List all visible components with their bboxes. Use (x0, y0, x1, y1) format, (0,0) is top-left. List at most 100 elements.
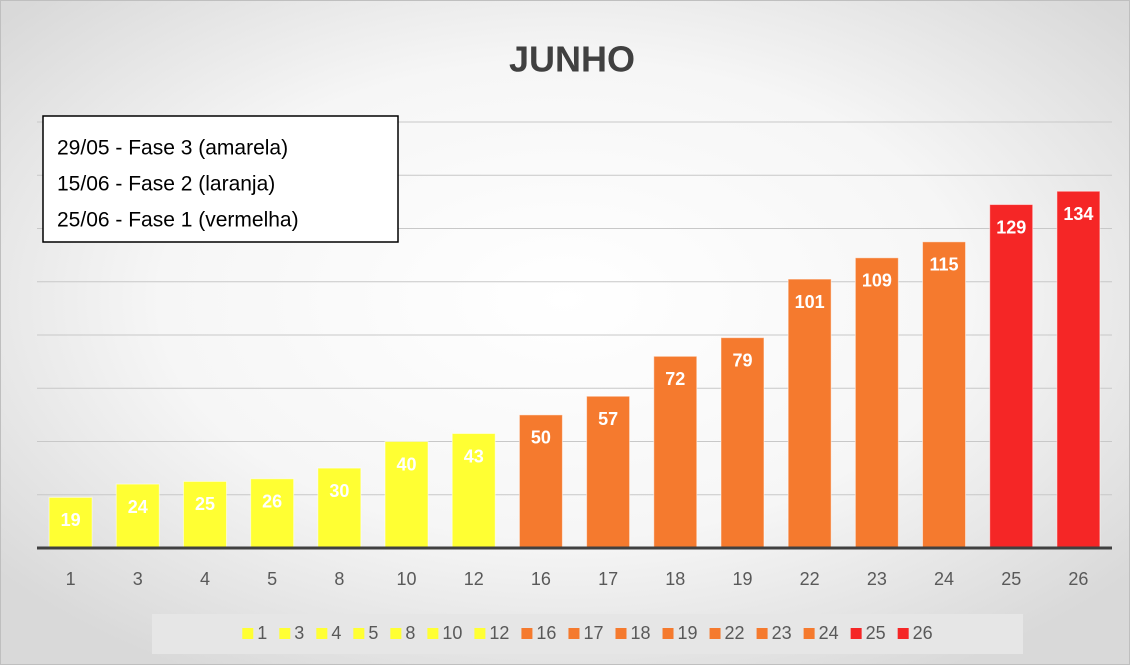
legend-label: 22 (725, 623, 745, 643)
x-tick-label: 12 (464, 569, 484, 589)
value-label: 25 (195, 494, 215, 514)
bar (989, 204, 1034, 549)
legend-swatch (427, 628, 439, 639)
legend-label: 1 (257, 623, 267, 643)
x-tick-label: 18 (665, 569, 685, 589)
legend-swatch (242, 628, 254, 639)
x-tick-label: 5 (267, 569, 277, 589)
value-label: 30 (329, 481, 349, 501)
x-tick-label: 26 (1068, 569, 1088, 589)
legend-label: 12 (489, 623, 509, 643)
legend-swatch (803, 628, 815, 639)
legend-item: 3 (279, 623, 304, 643)
value-label: 26 (262, 492, 282, 512)
legend-swatch (756, 628, 768, 639)
value-label: 40 (397, 454, 417, 474)
legend-label: 19 (678, 623, 698, 643)
legend: 1 3 4 5 8 10 12 16 17 18 19 22 23 24 25 26 (242, 623, 933, 643)
bar (1056, 190, 1101, 549)
annotation-line: 29/05 - Fase 3 (amarela) (57, 137, 288, 160)
legend-item: 22 (709, 623, 745, 643)
legend-swatch (568, 628, 580, 639)
legend-label: 24 (819, 623, 839, 643)
x-tick-label: 10 (397, 569, 417, 589)
annotation-box (42, 115, 399, 243)
x-tick-label: 3 (133, 569, 143, 589)
value-label: 115 (930, 255, 959, 275)
value-label: 43 (464, 446, 484, 466)
bar (250, 478, 295, 549)
legend-label: 8 (405, 623, 415, 643)
bar (720, 337, 765, 549)
legend-swatch (474, 628, 486, 639)
bar (854, 257, 899, 549)
value-label: 134 (1063, 204, 1093, 224)
annotation-line: 25/06 - Fase 1 (vermelha) (57, 209, 299, 232)
legend-label: 5 (368, 623, 378, 643)
bar (182, 480, 227, 549)
bar (518, 414, 563, 549)
bar (653, 355, 698, 549)
legend-label: 17 (583, 623, 603, 643)
value-label: 19 (61, 510, 81, 530)
legend-label: 23 (772, 623, 792, 643)
legend-item: 5 (353, 623, 378, 643)
legend-item: 18 (615, 623, 651, 643)
x-tick-label: 1 (66, 569, 76, 589)
legend-item: 8 (390, 623, 415, 643)
value-label: 50 (531, 428, 551, 448)
value-label: 24 (128, 497, 148, 517)
legend-label: 18 (630, 623, 650, 643)
legend-item: 25 (850, 623, 886, 643)
legend-swatch (850, 628, 862, 639)
legend-label: 10 (442, 623, 462, 643)
x-tick-label: 24 (934, 569, 954, 589)
chart-title: JUNHO (509, 39, 635, 80)
legend-item: 23 (756, 623, 792, 643)
x-tick-label: 19 (732, 569, 752, 589)
annotation-line: 15/06 - Fase 2 (laranja) (57, 173, 275, 196)
value-label: 101 (795, 292, 825, 312)
legend-label: 16 (536, 623, 556, 643)
legend-swatch (615, 628, 627, 639)
legend-label: 25 (866, 623, 886, 643)
legend-item: 10 (427, 623, 462, 643)
x-tick-label: 22 (800, 569, 820, 589)
legend-swatch (279, 628, 291, 639)
value-label: 129 (996, 217, 1026, 237)
legend-item: 26 (897, 623, 933, 643)
legend-swatch (521, 628, 533, 639)
legend-item: 12 (474, 623, 509, 643)
x-tick-label: 23 (867, 569, 887, 589)
value-label: 79 (732, 350, 752, 370)
legend-item: 24 (803, 623, 839, 643)
legend-swatch (709, 628, 721, 639)
bar (384, 441, 429, 549)
value-label: 72 (665, 369, 685, 389)
legend-item: 1 (242, 623, 267, 643)
bar (115, 483, 160, 549)
legend-background (152, 614, 1023, 654)
legend-swatch (353, 628, 365, 639)
x-tick-label: 4 (200, 569, 210, 589)
x-tick-label: 25 (1001, 569, 1021, 589)
value-label: 109 (862, 271, 892, 291)
legend-label: 3 (294, 623, 304, 643)
bar (317, 467, 362, 549)
legend-label: 26 (913, 623, 933, 643)
legend-swatch (390, 628, 402, 639)
x-tick-label: 16 (531, 569, 551, 589)
legend-item: 17 (568, 623, 603, 643)
legend-swatch (897, 628, 909, 639)
legend-label: 4 (331, 623, 341, 643)
legend-item: 19 (662, 623, 698, 643)
bar (922, 241, 967, 549)
x-tick-label: 8 (334, 569, 344, 589)
bar (787, 278, 832, 549)
bar (586, 395, 631, 549)
legend-swatch (316, 628, 328, 639)
legend-swatch (662, 628, 674, 639)
x-tick-label: 17 (598, 569, 618, 589)
